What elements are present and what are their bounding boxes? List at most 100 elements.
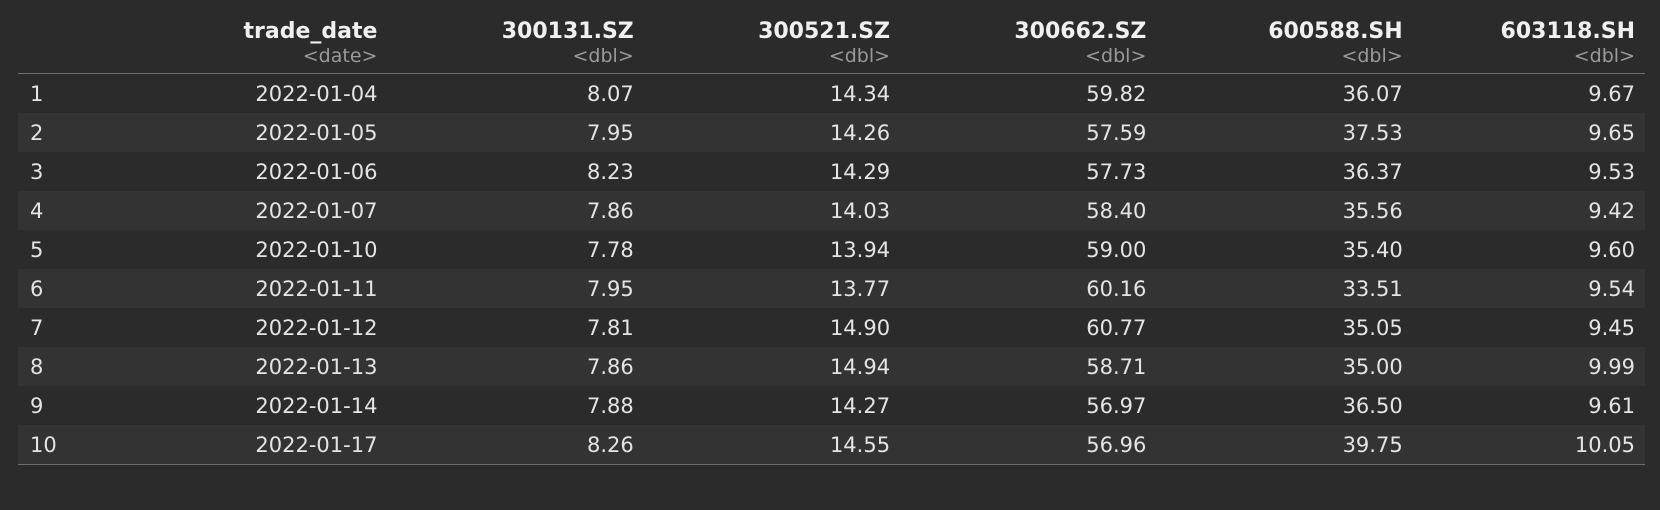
cell-trade-date: 2022-01-06 <box>255 159 378 184</box>
cell-300662-sz: 57.59 <box>1086 120 1147 145</box>
cell-trade-date: 2022-01-10 <box>255 237 378 262</box>
cell-603118-sh: 9.45 <box>1588 315 1635 340</box>
cell-300521-sz: 14.55 <box>829 432 891 457</box>
column-header-index <box>18 12 62 74</box>
table-row: 5 2022-01-10 7.78 13.94 59.00 35.40 9.60 <box>18 230 1645 269</box>
row-index: 9 <box>30 393 44 418</box>
table-row: 2 2022-01-05 7.95 14.26 57.59 37.53 9.65 <box>18 113 1645 152</box>
cell-300662-sz: 58.40 <box>1086 198 1147 223</box>
column-header-603118-sh: 603118.SH <dbl> <box>1413 12 1645 74</box>
cell-600588-sh: 36.37 <box>1342 159 1403 184</box>
cell-300521-sz: 14.26 <box>829 120 891 145</box>
cell-300662-sz: 56.96 <box>1086 432 1147 457</box>
cell-300131-sz: 7.78 <box>586 237 634 262</box>
cell-300662-sz: 60.77 <box>1086 315 1147 340</box>
cell-603118-sh: 9.60 <box>1588 237 1635 262</box>
table-row: 9 2022-01-14 7.88 14.27 56.97 36.50 9.61 <box>18 386 1645 425</box>
cell-600588-sh: 35.05 <box>1342 315 1403 340</box>
cell-300662-sz: 56.97 <box>1086 393 1147 418</box>
row-index: 3 <box>30 159 44 184</box>
table-row: 6 2022-01-11 7.95 13.77 60.16 33.51 9.54 <box>18 269 1645 308</box>
cell-600588-sh: 33.51 <box>1342 276 1403 301</box>
row-index: 6 <box>30 276 44 301</box>
cell-300521-sz: 14.94 <box>829 354 891 379</box>
cell-600588-sh: 39.75 <box>1342 432 1403 457</box>
cell-trade-date: 2022-01-14 <box>255 393 378 418</box>
column-name: 300521.SZ <box>758 19 891 44</box>
cell-300521-sz: 13.94 <box>829 237 891 262</box>
cell-trade-date: 2022-01-05 <box>255 120 378 145</box>
row-index: 10 <box>30 432 57 457</box>
column-header-300131-sz: 300131.SZ <dbl> <box>387 12 643 74</box>
cell-300662-sz: 60.16 <box>1086 276 1147 301</box>
row-index: 1 <box>30 81 44 106</box>
cell-600588-sh: 37.53 <box>1342 120 1403 145</box>
cell-trade-date: 2022-01-07 <box>255 198 378 223</box>
cell-600588-sh: 36.50 <box>1342 393 1403 418</box>
cell-603118-sh: 9.67 <box>1588 81 1635 106</box>
cell-trade-date: 2022-01-12 <box>255 315 378 340</box>
column-header-300662-sz: 300662.SZ <dbl> <box>900 12 1156 74</box>
cell-603118-sh: 9.99 <box>1588 354 1635 379</box>
cell-300131-sz: 8.23 <box>586 159 634 184</box>
cell-300131-sz: 7.86 <box>586 354 634 379</box>
cell-trade-date: 2022-01-13 <box>255 354 378 379</box>
column-type: <dbl> <box>1573 45 1635 67</box>
table-row: 10 2022-01-17 8.26 14.55 56.96 39.75 10.… <box>18 425 1645 465</box>
cell-300131-sz: 7.81 <box>586 315 634 340</box>
cell-300521-sz: 14.27 <box>829 393 891 418</box>
column-name: 600588.SH <box>1268 19 1403 44</box>
cell-300662-sz: 59.82 <box>1086 81 1147 106</box>
column-type: <dbl> <box>1341 45 1403 67</box>
cell-300521-sz: 14.03 <box>829 198 891 223</box>
column-name: 300662.SZ <box>1014 19 1147 44</box>
column-header-trade-date: trade_date <date> <box>62 12 387 74</box>
cell-300131-sz: 7.95 <box>586 120 634 145</box>
cell-603118-sh: 9.65 <box>1588 120 1635 145</box>
cell-300521-sz: 14.90 <box>829 315 891 340</box>
cell-trade-date: 2022-01-11 <box>255 276 378 301</box>
cell-600588-sh: 35.00 <box>1342 354 1403 379</box>
cell-603118-sh: 10.05 <box>1574 432 1635 457</box>
cell-300131-sz: 7.88 <box>586 393 634 418</box>
cell-300662-sz: 57.73 <box>1086 159 1147 184</box>
table-row: 7 2022-01-12 7.81 14.90 60.77 35.05 9.45 <box>18 308 1645 347</box>
row-index: 7 <box>30 315 44 340</box>
header-row: trade_date <date> 300131.SZ <dbl> 300521… <box>18 12 1645 74</box>
table-row: 3 2022-01-06 8.23 14.29 57.73 36.37 9.53 <box>18 152 1645 191</box>
cell-300131-sz: 7.86 <box>586 198 634 223</box>
data-frame-viewer: trade_date <date> 300131.SZ <dbl> 300521… <box>18 12 1645 465</box>
cell-300131-sz: 8.07 <box>586 81 634 106</box>
cell-600588-sh: 35.56 <box>1342 198 1403 223</box>
table-row: 8 2022-01-13 7.86 14.94 58.71 35.00 9.99 <box>18 347 1645 386</box>
cell-300662-sz: 58.71 <box>1086 354 1147 379</box>
cell-300131-sz: 7.95 <box>586 276 634 301</box>
column-type: <dbl> <box>828 45 891 67</box>
cell-600588-sh: 36.07 <box>1342 81 1403 106</box>
column-name: trade_date <box>243 19 378 44</box>
row-index: 4 <box>30 198 44 223</box>
table-row: 4 2022-01-07 7.86 14.03 58.40 35.56 9.42 <box>18 191 1645 230</box>
row-index: 5 <box>30 237 44 262</box>
column-name: 603118.SH <box>1500 19 1635 44</box>
table-body: 1 2022-01-04 8.07 14.34 59.82 36.07 9.67… <box>18 73 1645 465</box>
cell-300521-sz: 14.29 <box>829 159 891 184</box>
cell-603118-sh: 9.42 <box>1588 198 1635 223</box>
column-header-600588-sh: 600588.SH <dbl> <box>1156 12 1412 74</box>
cell-603118-sh: 9.61 <box>1588 393 1635 418</box>
cell-300521-sz: 13.77 <box>829 276 891 301</box>
table-header: trade_date <date> 300131.SZ <dbl> 300521… <box>18 12 1645 74</box>
column-type: <dbl> <box>572 45 634 67</box>
cell-600588-sh: 35.40 <box>1342 237 1403 262</box>
column-name: 300131.SZ <box>501 19 634 44</box>
column-header-300521-sz: 300521.SZ <dbl> <box>644 12 900 74</box>
cell-300521-sz: 14.34 <box>829 81 891 106</box>
column-type: <date> <box>302 45 378 67</box>
cell-603118-sh: 9.54 <box>1588 276 1635 301</box>
cell-300131-sz: 8.26 <box>586 432 634 457</box>
data-table: trade_date <date> 300131.SZ <dbl> 300521… <box>18 12 1645 465</box>
cell-trade-date: 2022-01-17 <box>255 432 378 457</box>
row-index: 8 <box>30 354 44 379</box>
column-type: <dbl> <box>1085 45 1147 67</box>
row-index: 2 <box>30 120 44 145</box>
